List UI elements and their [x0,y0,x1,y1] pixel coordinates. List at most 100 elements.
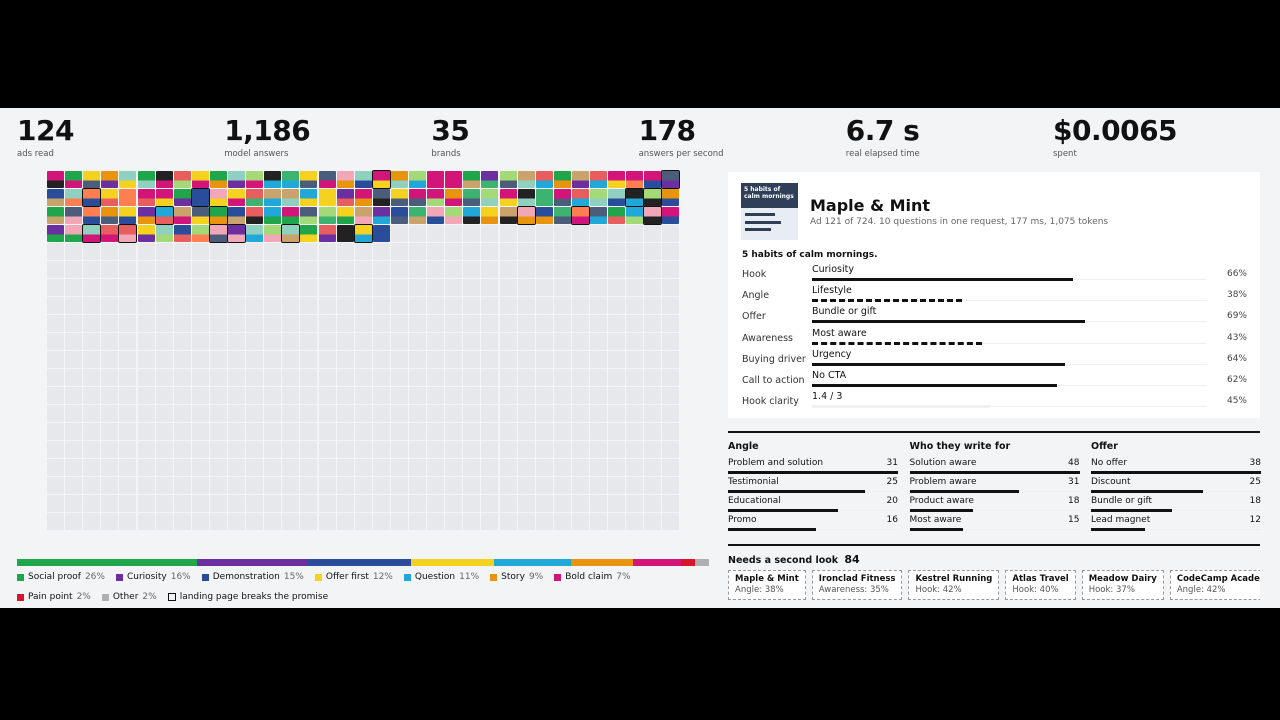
ad-thumbnail[interactable] [427,189,445,206]
ad-thumbnail[interactable] [137,171,155,188]
ad-thumbnail[interactable] [644,171,662,188]
ad-thumbnail[interactable] [499,207,517,224]
ad-thumbnail[interactable] [643,206,663,225]
ad-thumbnail[interactable] [191,171,209,188]
ad-thumbnail[interactable] [445,189,463,206]
ad-thumbnail[interactable] [372,225,390,242]
ad-thumbnail[interactable] [282,207,300,224]
ad-thumbnail[interactable] [517,189,535,206]
ad-thumbnail[interactable] [300,207,318,224]
ad-thumbnail[interactable] [137,189,155,206]
ad-thumbnail[interactable] [228,207,245,224]
review-card[interactable]: Maple & Mint Angle: 38% [728,570,806,600]
ad-thumbnail[interactable] [65,225,83,242]
ad-thumbnail[interactable] [264,189,282,206]
ad-thumbnail[interactable] [553,171,571,188]
ad-thumbnail[interactable] [535,189,553,206]
ad-thumbnail[interactable] [409,171,426,188]
ad-thumbnail[interactable] [571,189,589,206]
ad-thumbnail[interactable] [264,207,282,224]
ad-thumbnail[interactable] [481,171,499,188]
ad-thumbnail[interactable] [300,189,318,206]
ad-thumbnail[interactable] [643,188,663,207]
ad-thumbnail[interactable] [264,171,282,188]
review-card[interactable]: Meadow Dairy Hook: 37% [1081,570,1164,600]
ad-thumbnail[interactable] [445,171,463,188]
ad-thumbnail[interactable] [516,206,536,225]
review-card[interactable]: Kestrel Running Hook: 42% [908,570,1000,600]
ad-thumbnail[interactable] [155,171,173,188]
ad-thumbnail[interactable] [390,171,408,188]
ad-thumbnail[interactable] [173,207,191,224]
ad-thumbnail[interactable] [119,171,137,188]
ad-thumbnail[interactable] [227,224,246,243]
ad-thumbnail[interactable] [82,188,102,207]
ad-thumbnail[interactable] [65,189,83,206]
ad-thumbnail[interactable] [590,189,607,206]
ad-thumbnail[interactable] [119,207,137,224]
ad-thumbnail[interactable] [336,189,354,206]
ad-thumbnail[interactable] [318,171,336,188]
ad-thumbnail[interactable] [83,207,101,224]
ad-thumbnail[interactable] [336,225,354,242]
ad-thumbnail[interactable] [47,225,64,242]
ad-thumbnail[interactable] [209,189,227,206]
ad-thumbnail[interactable] [463,189,481,206]
ad-thumbnail[interactable] [101,225,119,242]
ad-thumbnail[interactable] [463,207,481,224]
ad-thumbnail[interactable] [353,224,373,243]
ad-thumbnail[interactable] [318,225,336,242]
ad-thumbnail[interactable] [481,207,499,224]
ad-thumbnail[interactable] [281,224,301,243]
ad-thumbnail[interactable] [427,171,445,188]
ad-thumbnail[interactable] [662,207,680,224]
ad-thumbnail[interactable] [371,170,391,189]
ad-thumbnail[interactable] [209,171,227,188]
ad-thumbnail[interactable] [47,207,64,224]
ad-thumbnail[interactable] [101,207,119,224]
review-card[interactable]: CodeCamp AcademyAngle: 42% [1169,570,1260,600]
ad-thumbnail[interactable] [228,171,245,188]
ad-thumbnail[interactable] [661,170,681,189]
review-card[interactable]: Atlas Travel Hook: 40% [1005,570,1076,600]
ad-thumbnail[interactable] [228,189,245,206]
ad-thumbnail[interactable] [336,171,354,188]
ad-thumbnail[interactable] [427,207,445,224]
ad-thumbnail[interactable] [390,207,408,224]
ad-thumbnail[interactable] [570,206,590,225]
ad-thumbnail[interactable] [47,189,64,206]
ad-thumbnail[interactable] [535,207,553,224]
ad-thumbnail[interactable] [47,171,64,188]
ad-thumbnail[interactable] [101,171,119,188]
ad-thumbnail[interactable] [137,225,155,242]
ad-thumbnail[interactable] [173,225,191,242]
ad-thumbnail[interactable] [155,189,173,206]
ad-thumbnail[interactable] [155,225,173,242]
ad-thumbnail[interactable] [626,207,644,224]
ad-thumbnail[interactable] [481,189,499,206]
ad-thumbnail[interactable] [517,171,535,188]
ad-thumbnail[interactable] [101,189,119,206]
ad-thumbnail[interactable] [191,207,209,224]
ad-thumbnail[interactable] [154,206,174,225]
ad-thumbnail[interactable] [83,171,101,188]
ad-thumbnail[interactable] [571,171,589,188]
ad-thumbnail[interactable] [553,189,571,206]
ad-thumbnail[interactable] [65,171,83,188]
ad-thumbnail[interactable] [208,206,228,225]
ad-thumbnail[interactable] [590,171,607,188]
ad-thumbnail[interactable] [65,207,83,224]
ad-thumbnail[interactable] [282,171,300,188]
ad-thumbnail[interactable] [409,207,426,224]
ad-thumbnail[interactable] [282,189,300,206]
ad-thumbnail[interactable] [246,207,264,224]
ad-thumbnail[interactable] [372,207,390,224]
ad-thumbnail[interactable] [499,189,517,206]
ad-thumbnail[interactable] [318,189,336,206]
ad-thumbnail[interactable] [535,171,553,188]
ad-thumbnail[interactable] [300,225,318,242]
ad-thumbnail[interactable] [354,207,372,224]
review-card[interactable]: Ironclad Fitness Awareness: 35% [811,570,903,600]
ad-thumbnail[interactable] [191,225,209,242]
ad-thumbnail[interactable] [608,207,626,224]
